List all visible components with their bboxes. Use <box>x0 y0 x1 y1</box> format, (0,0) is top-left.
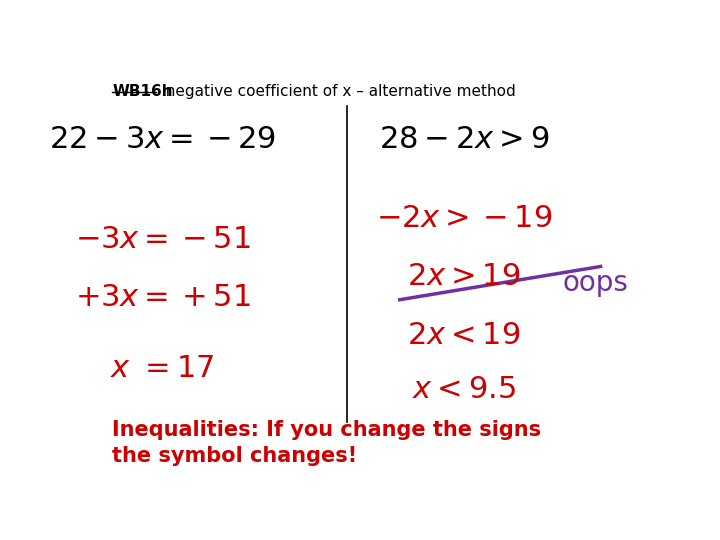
Text: $28 - 2x > 9$: $28 - 2x > 9$ <box>379 125 549 154</box>
Text: $-3x = -51$: $-3x = -51$ <box>75 225 251 254</box>
Text: oops: oops <box>562 269 628 297</box>
Text: $22 - 3x = -29$: $22 - 3x = -29$ <box>49 125 276 154</box>
Text: $-2x > -19$: $-2x > -19$ <box>376 204 552 233</box>
Text: $2x > 19$: $2x > 19$ <box>407 262 521 292</box>
Text: Inequalities: If you change the signs
the symbol changes!: Inequalities: If you change the signs th… <box>112 420 541 467</box>
Text: $x < 9.5$: $x < 9.5$ <box>412 375 516 403</box>
Text: negative coefficient of x – alternative method: negative coefficient of x – alternative … <box>156 84 516 98</box>
Text: $+3x = +51$: $+3x = +51$ <box>75 283 251 312</box>
Text: $2x < 19$: $2x < 19$ <box>407 321 521 349</box>
Text: WB16h: WB16h <box>112 84 173 98</box>
Text: $x \ = 17$: $x \ = 17$ <box>110 354 215 383</box>
